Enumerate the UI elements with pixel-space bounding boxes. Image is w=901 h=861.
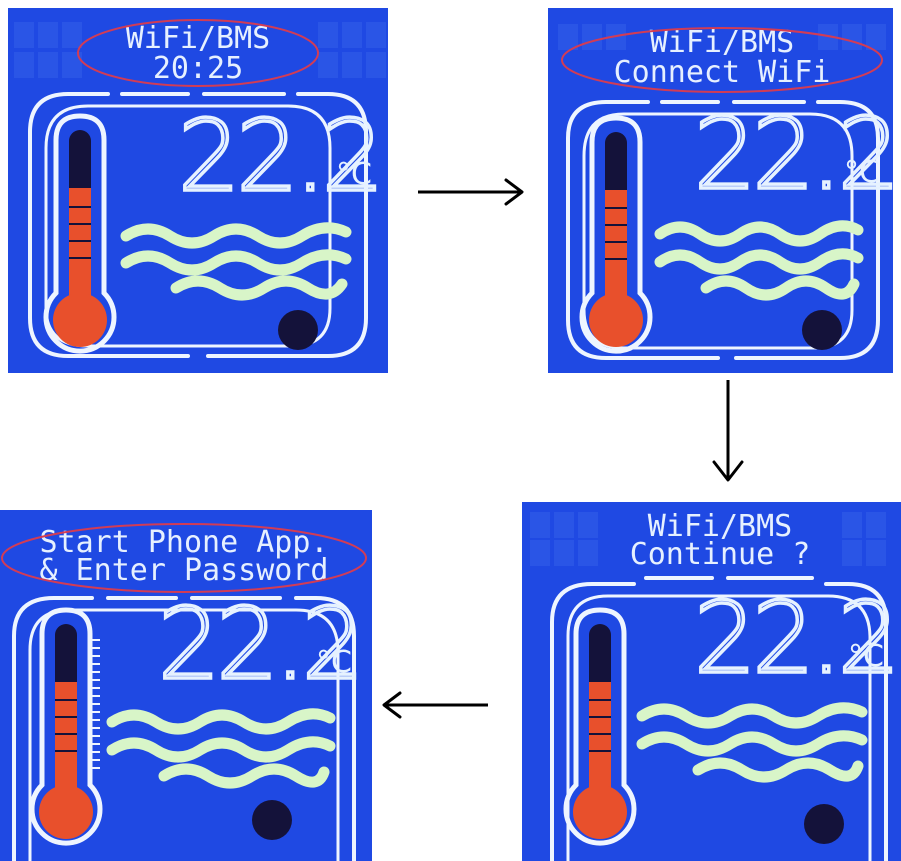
thermometer-icon [43,113,117,354]
temperature-value: 22.2 [158,588,360,702]
indicator-dot [802,310,842,350]
thermometer-icon [29,607,103,846]
display-frame [12,596,356,861]
water-waves-icon [636,702,868,783]
indicator-dot [252,800,292,840]
indicator-dot [804,804,844,844]
highlight-ellipse [561,27,883,93]
water-waves-icon [106,708,336,789]
lcd-panel-3: WiFi/BMS Continue ? 22.2 °C [522,502,901,861]
status-line-1: Start Phone App. [40,525,329,560]
thermometer-icon [563,607,637,846]
status-line-2: Connect WiFi [614,55,831,90]
temperature-unit: °C [848,639,884,674]
status-line-2: 20:25 [153,51,243,86]
temperature-unit: °C [336,157,372,192]
lcd-panel-4: Start Phone App. & Enter Password [0,510,372,861]
display-frame [550,576,888,861]
highlight-ellipse [1,523,367,593]
temperature-value: 22.2 [694,98,893,212]
highlight-ellipse [77,19,319,87]
temperature-unit: °C [316,645,352,680]
display-frame [28,92,368,358]
temperature-value: 22.2 [178,100,380,214]
status-line-1: WiFi/BMS [126,21,271,56]
arrow-right-icon [418,178,524,206]
arrow-down-icon [712,380,744,482]
status-line-2: Continue ? [630,537,811,572]
water-waves-icon [120,222,352,301]
water-waves-icon [654,220,864,301]
temperature-value: 22.2 [694,582,896,696]
display-frame [566,100,880,360]
lcd-panel-2: WiFi/BMS Connect WiFi 22.2 °C [548,8,893,373]
header-cells [530,512,886,566]
lcd-panel-1: WiFi/BMS 20:25 22.2 °C [8,8,388,373]
arrow-left-icon [382,691,488,719]
status-line-2: & Enter Password [40,553,329,588]
thermometer-icon [579,115,653,354]
status-line-1: WiFi/BMS [650,25,795,60]
header-cells [14,22,386,78]
temperature-unit: °C [844,155,880,190]
indicator-dot [278,310,318,350]
status-line-1: WiFi/BMS [648,509,793,544]
